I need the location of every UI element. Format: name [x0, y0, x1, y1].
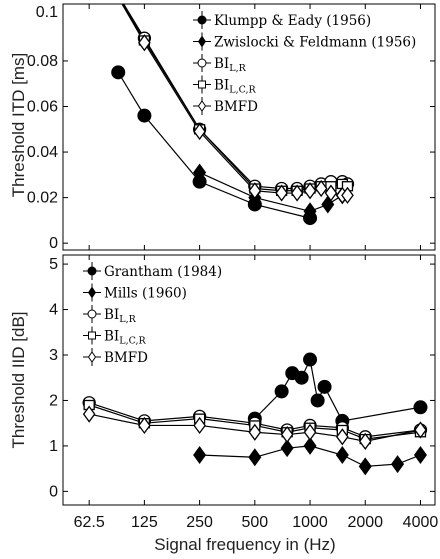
- legend-marker-diamond: [88, 286, 96, 299]
- legend-marker-open-square: [88, 331, 96, 340]
- legend-label-subscript: L,R: [229, 63, 246, 74]
- legend-label-subscript: L,R: [119, 314, 136, 325]
- data-point-iid-0: [294, 370, 309, 385]
- x-tick-label: 500: [241, 514, 268, 531]
- x-axis-label: Signal frequency in (Hz): [154, 535, 335, 554]
- x-tick-label: 4000: [403, 514, 439, 531]
- series-group-iid: [82, 352, 428, 476]
- legend-marker-open-diamond: [87, 351, 97, 363]
- data-point-iid-1: [248, 448, 262, 467]
- data-point-itd-4: [193, 122, 206, 141]
- legend-label: Zwislocki & Feldmann (1956): [214, 35, 416, 51]
- data-point-itd-4: [341, 186, 354, 204]
- legend-label: BIL,R: [104, 307, 137, 325]
- data-point-itd-4: [303, 182, 317, 200]
- data-point-itd-4: [324, 184, 338, 202]
- legend-marker-open-square: [198, 80, 206, 89]
- legend-marker-open-diamond: [197, 100, 207, 112]
- legend-marker-circle: [197, 15, 207, 25]
- y-tick-label-top-itd: 0.1: [36, 4, 58, 21]
- data-point-iid-4: [358, 432, 372, 450]
- legend-label: Grantham (1984): [104, 264, 222, 280]
- legend-iid: Grantham (1984) Mills (1960) BIL,R BIL,C,R B…: [83, 262, 222, 366]
- data-point-iid-4: [303, 423, 317, 441]
- legend-label: BMFD: [104, 350, 148, 366]
- data-point-iid-4: [414, 421, 427, 439]
- data-point-iid-4: [82, 405, 96, 423]
- legend-label: BIL,C,R: [214, 78, 257, 96]
- data-point-iid-0: [317, 379, 332, 394]
- data-point-iid-4: [336, 428, 349, 446]
- data-point-iid-1: [413, 446, 427, 464]
- data-point-iid-1: [358, 457, 372, 476]
- y-axis-label-itd: Threshold ITD [ms]: [9, 53, 28, 198]
- legend-label: BMFD: [214, 99, 258, 115]
- itd-panel: 0 0.02 0.04 0.06 0.08 0.1 Klumpp & Eady (1956)…: [27, 3, 436, 252]
- legend-label: BIL,C,R: [104, 329, 147, 347]
- data-point-iid-0: [310, 393, 325, 408]
- legend-label-subscript: L,C,R: [119, 336, 146, 347]
- plot-frame-iid: [62, 254, 436, 506]
- y-tick-label-itd: 0.04: [27, 144, 58, 161]
- legend-marker-circle: [87, 266, 97, 276]
- x-tick-label: 125: [131, 514, 158, 531]
- data-point-iid-4: [193, 416, 206, 435]
- legend-label: Mills (1960): [104, 286, 187, 302]
- data-point-itd-1: [193, 163, 207, 182]
- x-tick-label: 62.5: [74, 514, 105, 531]
- x-tick-label: 1000: [292, 514, 328, 531]
- y-tick-label-itd: 0.06: [27, 99, 58, 116]
- legend-marker-open-circle: [87, 309, 97, 319]
- y-tick-label-iid: 0: [49, 483, 58, 500]
- iid-panel: 0 1 2 3 4 5 62.5 125 250 500 1000 2000 4000 Grantham …: [49, 254, 439, 531]
- y-tick-label-iid: 1: [49, 438, 58, 455]
- y-tick-label-itd: 0: [49, 235, 58, 252]
- data-point-itd-4: [275, 184, 288, 202]
- data-point-iid-1: [335, 446, 349, 464]
- data-point-iid-0: [413, 400, 428, 415]
- data-point-iid-0: [274, 384, 289, 399]
- data-point-itd-1: [303, 202, 317, 221]
- y-tick-label-itd: 0.08: [27, 53, 58, 70]
- data-point-itd-4: [290, 184, 304, 202]
- x-tick-label: 250: [186, 514, 213, 531]
- data-point-iid-0: [303, 352, 318, 367]
- y-tick-label-itd: 0.02: [27, 190, 58, 207]
- legend-label-subscript: L,C,R: [229, 85, 256, 96]
- data-point-iid-1: [193, 446, 207, 464]
- plot-frame-itd: [62, 3, 436, 251]
- y-tick-label-iid: 4: [49, 302, 58, 319]
- y-tick-label-iid: 5: [49, 256, 58, 273]
- y-tick-label-iid: 2: [49, 392, 58, 409]
- series-line-itd-4: [121, 4, 348, 196]
- x-tick-label: 2000: [347, 514, 383, 531]
- legend-marker-open-circle: [197, 58, 207, 68]
- data-point-iid-4: [248, 423, 262, 441]
- y-tick-label-iid: 3: [49, 347, 58, 364]
- series-group-itd: [111, 4, 355, 226]
- legend-marker-diamond: [198, 35, 206, 48]
- data-point-iid-4: [138, 416, 151, 435]
- legend-label: Klumpp & Eady (1956): [214, 13, 371, 29]
- data-point-itd-4: [138, 34, 151, 52]
- data-point-itd-0: [111, 65, 126, 80]
- data-point-iid-1: [280, 439, 294, 458]
- data-point-itd-4: [248, 182, 262, 200]
- data-point-itd-4: [314, 179, 328, 198]
- data-point-iid-1: [303, 436, 317, 455]
- legend-itd: Klumpp & Eady (1956) Zwislocki & Feldmann…: [193, 11, 416, 115]
- data-point-itd-0: [137, 108, 152, 123]
- data-point-iid-1: [391, 455, 405, 474]
- legend-label: BIL,R: [214, 56, 247, 74]
- data-point-iid-4: [280, 425, 294, 444]
- y-axis-label-iid: Threshold IID [dB]: [9, 311, 28, 448]
- data-point-itd-0: [192, 174, 207, 189]
